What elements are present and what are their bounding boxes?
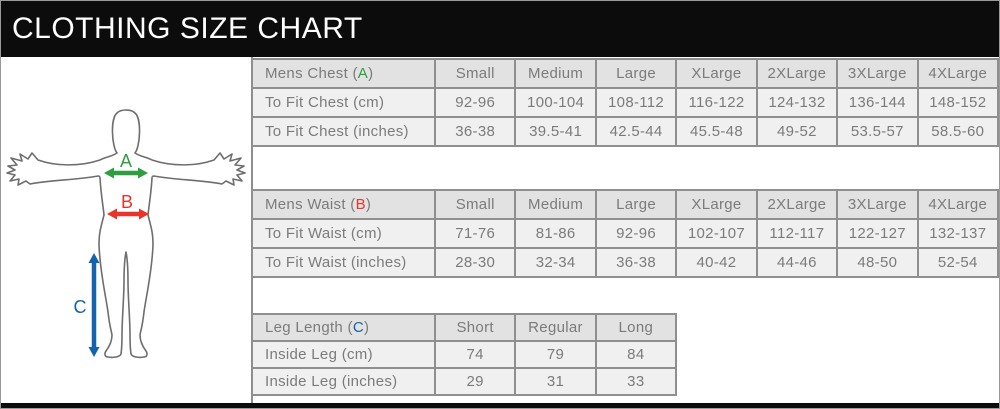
size-value-cell: 33 [594, 367, 678, 396]
table-row: To Fit Waist (cm) 71-76 81-86 92-96 102-… [251, 218, 999, 249]
tables-area: Mens Chest (A) Small Medium Large XLarge… [251, 57, 999, 403]
size-value-cell: 74 [433, 340, 517, 369]
size-value-cell: 71-76 [433, 218, 517, 249]
size-column-header: Regular [514, 313, 597, 342]
size-value-cell: 92-96 [433, 87, 517, 118]
size-value-cell: 49-52 [755, 116, 839, 147]
leg-arrow-label: C [74, 297, 87, 317]
leg-length-table: Leg Length (C) Short Regular Long Inside… [251, 313, 678, 396]
table-title-text: ) [368, 65, 374, 82]
size-value-cell: 48-50 [836, 247, 919, 278]
table-row: To Fit Chest (inches) 36-38 39.5-41 42.5… [251, 116, 999, 147]
leg-arrow [88, 253, 100, 357]
body-outline [6, 109, 246, 359]
size-column-header: Short [433, 313, 517, 342]
row-label: To Fit Chest (inches) [251, 116, 436, 147]
size-column-header: Long [594, 313, 678, 342]
row-label: To Fit Chest (cm) [251, 87, 436, 118]
size-value-cell: 124-132 [755, 87, 839, 118]
size-column-header: XLarge [675, 58, 758, 89]
table-row: Inside Leg (inches) 29 31 33 [251, 367, 678, 396]
size-value-cell: 102-107 [675, 218, 758, 249]
size-column-header: 4XLarge [916, 189, 999, 220]
size-column-header: Small [433, 189, 517, 220]
size-column-header: 2XLarge [755, 58, 839, 89]
size-value-cell: 42.5-44 [594, 116, 678, 147]
size-value-cell: 92-96 [594, 218, 678, 249]
row-label: Inside Leg (cm) [251, 340, 436, 369]
table-title-text: Mens Chest ( [265, 65, 358, 82]
size-value-cell: 53.5-57 [836, 116, 919, 147]
size-column-header: 2XLarge [755, 189, 839, 220]
size-value-cell: 116-122 [675, 87, 758, 118]
size-value-cell: 52-54 [916, 247, 999, 278]
size-value-cell: 40-42 [675, 247, 758, 278]
table-title-cell: Mens Waist (B) [251, 189, 436, 220]
row-label: Inside Leg (inches) [251, 367, 436, 396]
table-row: To Fit Waist (inches) 28-30 32-34 36-38 … [251, 247, 999, 278]
size-value-cell: 32-34 [514, 247, 597, 278]
waist-letter: B [355, 196, 366, 213]
footer-bar [1, 403, 999, 408]
size-column-header: Small [433, 58, 517, 89]
size-value-cell: 122-127 [836, 218, 919, 249]
size-value-cell: 44-46 [755, 247, 839, 278]
size-column-header: 3XLarge [836, 58, 919, 89]
size-column-header: Medium [514, 189, 597, 220]
size-value-cell: 36-38 [594, 247, 678, 278]
size-value-cell: 31 [514, 367, 597, 396]
size-value-cell: 45.5-48 [675, 116, 758, 147]
waist-arrow-label: B [121, 192, 133, 212]
size-column-header: XLarge [675, 189, 758, 220]
table-header-row: Leg Length (C) Short Regular Long [251, 313, 678, 342]
table-header-row: Mens Chest (A) Small Medium Large XLarge… [251, 58, 999, 89]
size-value-cell: 132-137 [916, 218, 999, 249]
size-value-cell: 112-117 [755, 218, 839, 249]
page-title: CLOTHING SIZE CHART [12, 12, 363, 45]
size-column-header: Large [594, 58, 678, 89]
table-title-text: ) [365, 196, 372, 213]
chest-arrow [104, 167, 148, 179]
size-value-cell: 79 [514, 340, 597, 369]
size-value-cell: 136-144 [836, 87, 919, 118]
waist-arrow [107, 208, 149, 220]
body-figure-diagram: A B C [6, 109, 246, 359]
chest-letter: A [357, 65, 369, 82]
figure-panel: A B C [1, 57, 251, 403]
size-value-cell: 58.5-60 [916, 116, 999, 147]
size-value-cell: 36-38 [433, 116, 517, 147]
size-value-cell: 84 [594, 340, 678, 369]
content-area: A B C [1, 57, 999, 403]
table-title-cell: Leg Length (C) [251, 313, 436, 342]
chest-arrow-label: A [120, 151, 132, 171]
table-title-text: ) [363, 319, 370, 336]
row-label: To Fit Waist (inches) [251, 247, 436, 278]
size-value-cell: 108-112 [594, 87, 678, 118]
size-value-cell: 81-86 [514, 218, 597, 249]
table-row: To Fit Chest (cm) 92-96 100-104 108-112 … [251, 87, 999, 118]
size-column-header: 3XLarge [836, 189, 919, 220]
leg-letter: C [352, 319, 364, 336]
mens-waist-table: Mens Waist (B) Small Medium Large XLarge… [251, 189, 999, 278]
table-title-text: Mens Waist ( [265, 196, 356, 213]
table-row: Inside Leg (cm) 74 79 84 [251, 340, 678, 369]
size-value-cell: 29 [433, 367, 517, 396]
size-column-header: Large [594, 189, 678, 220]
table-title-text: Leg Length ( [265, 319, 353, 336]
size-column-header: 4XLarge [916, 58, 999, 89]
size-value-cell: 39.5-41 [514, 116, 597, 147]
title-bar: CLOTHING SIZE CHART [1, 1, 999, 57]
table-title-cell: Mens Chest (A) [251, 58, 436, 89]
size-value-cell: 100-104 [514, 87, 597, 118]
row-label: To Fit Waist (cm) [251, 218, 436, 249]
size-value-cell: 148-152 [916, 87, 999, 118]
size-column-header: Medium [514, 58, 597, 89]
table-header-row: Mens Waist (B) Small Medium Large XLarge… [251, 189, 999, 220]
size-value-cell: 28-30 [433, 247, 517, 278]
mens-chest-table: Mens Chest (A) Small Medium Large XLarge… [251, 58, 999, 147]
